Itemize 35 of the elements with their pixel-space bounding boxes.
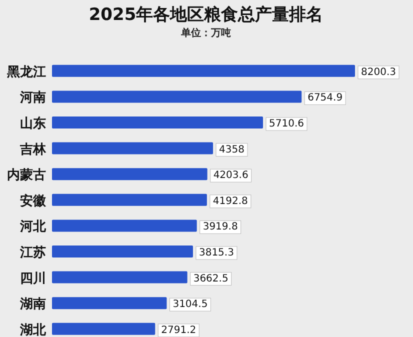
data-label: 2791.2 <box>161 324 196 336</box>
y-tick-label: 河南 <box>19 90 46 106</box>
y-tick-label: 山东 <box>20 116 46 132</box>
data-label: 3815.3 <box>198 248 234 258</box>
y-tick-label: 黑龙江 <box>6 64 46 80</box>
bar <box>52 271 188 284</box>
data-label: 8200.3 <box>361 66 396 78</box>
data-label: 4203.6 <box>213 170 248 182</box>
y-tick-label: 湖南 <box>19 297 46 312</box>
y-tick-label: 吉林 <box>19 142 47 158</box>
y-tick-label: 四川 <box>20 271 46 286</box>
y-tick-label: 安徽 <box>20 192 47 209</box>
bar <box>52 90 302 103</box>
data-label: 3662.5 <box>193 273 228 284</box>
bar <box>52 322 156 335</box>
bar <box>52 220 197 232</box>
bar <box>52 64 355 77</box>
data-label: 4192.8 <box>212 196 248 207</box>
y-tick-label: 湖北 <box>19 322 47 337</box>
y-tick-label: 河北 <box>19 220 47 235</box>
data-label: 3919.8 <box>202 222 238 233</box>
y-tick-label: 内蒙古 <box>7 167 46 184</box>
bar <box>52 142 214 154</box>
bar <box>52 194 207 206</box>
data-label: 4358 <box>219 144 244 156</box>
data-label: 5710.6 <box>269 118 304 130</box>
bar <box>52 116 264 128</box>
chart-subtitle: 单位：万吨 <box>180 27 231 39</box>
bar <box>52 168 208 180</box>
y-tick-label: 江苏 <box>19 246 46 260</box>
data-label: 3104.5 <box>172 299 208 310</box>
bar <box>52 297 167 310</box>
data-label: 6754.9 <box>308 92 343 104</box>
bar <box>52 246 193 258</box>
chart-title: 2025年各地区粮食总产量排名 <box>88 5 324 25</box>
